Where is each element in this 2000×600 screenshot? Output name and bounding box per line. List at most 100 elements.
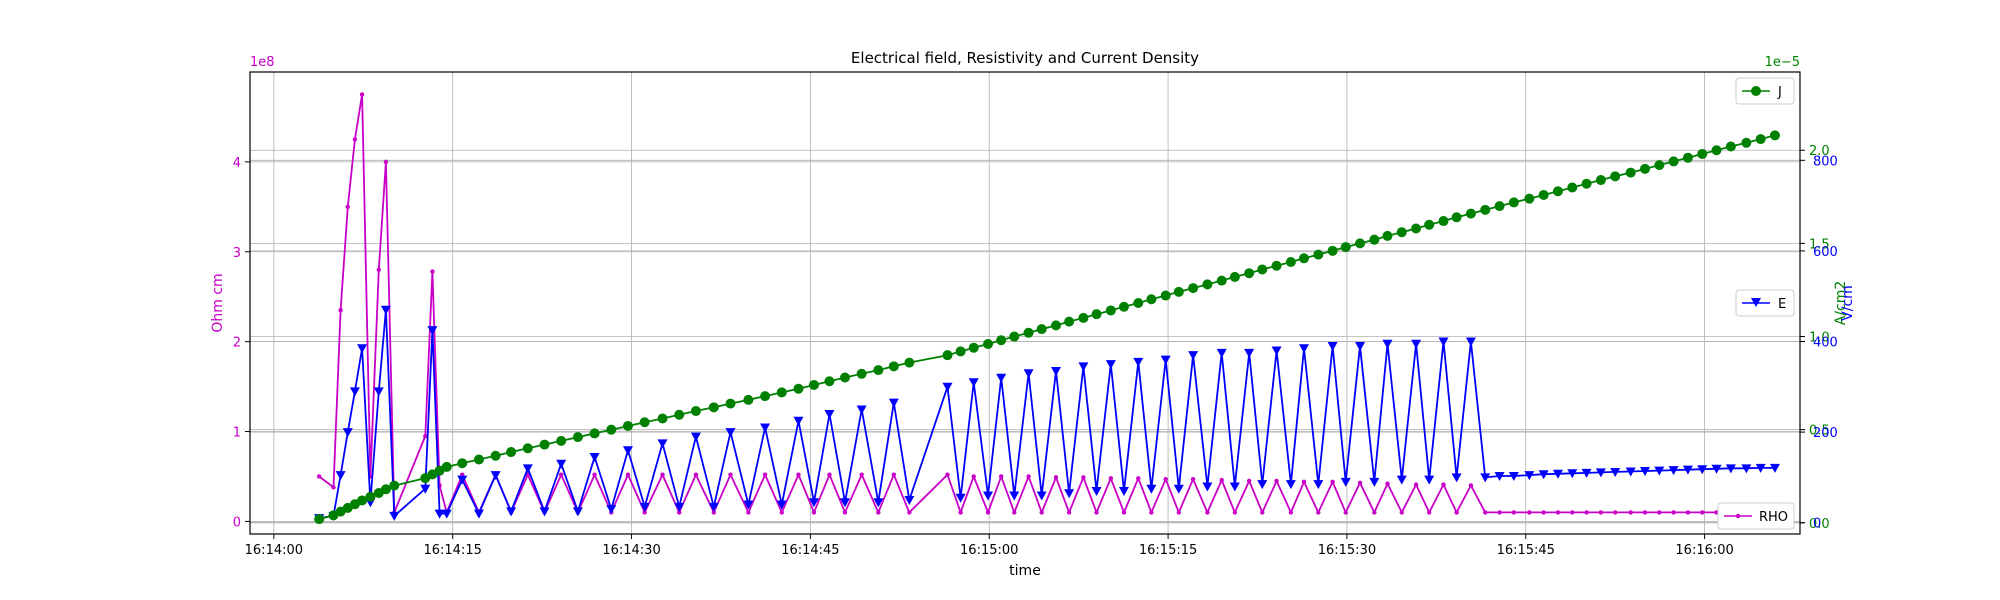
x-tick-label: 16:15:45 <box>1497 543 1555 558</box>
j-point <box>743 394 754 405</box>
j-point <box>380 484 391 495</box>
e-point <box>342 428 353 438</box>
rho-point <box>1555 510 1561 515</box>
j-point <box>1188 283 1199 294</box>
rho-point <box>998 474 1004 479</box>
j-axis-label: A/cm2 <box>1833 281 1849 326</box>
e-point <box>1202 482 1213 492</box>
e-point <box>1173 484 1184 494</box>
j-point <box>824 376 835 387</box>
e-point <box>1382 339 1393 349</box>
j-point <box>1064 316 1075 327</box>
j-tick-label: 1.0 <box>1809 331 1830 346</box>
e-point <box>1755 463 1766 473</box>
j-point <box>708 402 719 413</box>
rho-tick-label: 2 <box>233 336 241 351</box>
rho-point <box>876 510 881 515</box>
rho-point <box>985 510 991 515</box>
rho-point <box>907 510 912 515</box>
rho-point <box>1108 476 1114 481</box>
e-point <box>808 498 819 508</box>
j-point <box>1229 271 1240 282</box>
rho-point <box>1426 510 1432 515</box>
rho-point <box>811 510 817 515</box>
e-point <box>1465 337 1476 347</box>
rho-point <box>1039 510 1044 515</box>
e-point <box>1451 473 1462 483</box>
legend-rho: RHO <box>1717 502 1795 530</box>
grid-layer <box>250 72 1800 534</box>
e-point <box>1023 369 1034 379</box>
rho-point <box>1205 510 1210 515</box>
j-point <box>1411 223 1422 234</box>
j-point <box>674 409 685 420</box>
j-point <box>1654 160 1665 171</box>
e-point <box>490 471 501 481</box>
e-tick-label: 200 <box>1813 426 1838 441</box>
e-point <box>589 453 600 462</box>
rho-point <box>842 510 848 515</box>
e-point <box>373 387 384 397</box>
rho-point <box>1094 510 1099 515</box>
j-point <box>760 391 771 402</box>
j-point <box>457 458 468 469</box>
rho-point <box>331 485 336 490</box>
rho-point <box>1330 479 1335 485</box>
plot-frame <box>249 71 1801 535</box>
e-point <box>1725 464 1736 474</box>
rho-point <box>827 472 832 477</box>
x-tick-label: 16:14:00 <box>245 543 303 558</box>
rho-point <box>1454 510 1459 515</box>
j-point <box>589 428 600 439</box>
j-point <box>1711 145 1722 156</box>
j-point <box>1451 212 1462 223</box>
x-axis-label: time <box>1009 563 1041 579</box>
rho-point <box>1671 510 1676 515</box>
j-point <box>314 514 325 525</box>
j-point <box>1725 141 1736 152</box>
j-point <box>1524 193 1535 204</box>
rho-point <box>1570 510 1575 515</box>
x-tick-label: 16:15:15 <box>1139 543 1197 558</box>
e-point <box>420 484 431 494</box>
j-tick-label: 1.5 <box>1809 237 1830 252</box>
j-tick-label: 0.5 <box>1809 424 1830 439</box>
e-point <box>1610 467 1621 477</box>
e-point <box>1654 466 1665 476</box>
rho-point <box>1232 510 1238 515</box>
x-tick-label: 16:14:15 <box>423 543 481 558</box>
j-point <box>1552 186 1563 197</box>
e-tick-label: 600 <box>1813 245 1838 260</box>
j-point <box>522 443 533 454</box>
rho-point <box>1246 478 1252 484</box>
j-point <box>856 368 867 379</box>
e-point <box>522 464 533 474</box>
rho-point <box>1190 476 1196 482</box>
e-point <box>506 507 517 517</box>
j-point <box>1051 320 1061 331</box>
rho-point <box>1628 510 1633 515</box>
j-point <box>1508 197 1519 208</box>
e-point <box>1271 346 1282 356</box>
rho-point <box>1441 482 1446 487</box>
rho-point <box>746 510 751 515</box>
e-point <box>1769 463 1780 473</box>
rho-point <box>1066 510 1072 515</box>
e-point <box>1160 355 1171 365</box>
rho-tick-label: 3 <box>233 246 241 261</box>
e-point <box>725 428 736 438</box>
j-point <box>1271 260 1282 271</box>
e-point <box>743 500 754 510</box>
e-point <box>357 344 368 354</box>
j-point <box>873 365 884 376</box>
rho-point <box>352 137 358 142</box>
rho-point <box>796 472 801 477</box>
rho-point <box>971 474 976 479</box>
rho-point <box>1288 510 1294 515</box>
legend-rho-box <box>1717 502 1795 530</box>
rho-point <box>592 472 597 477</box>
j-point <box>556 435 567 446</box>
rho-point <box>1372 510 1377 515</box>
